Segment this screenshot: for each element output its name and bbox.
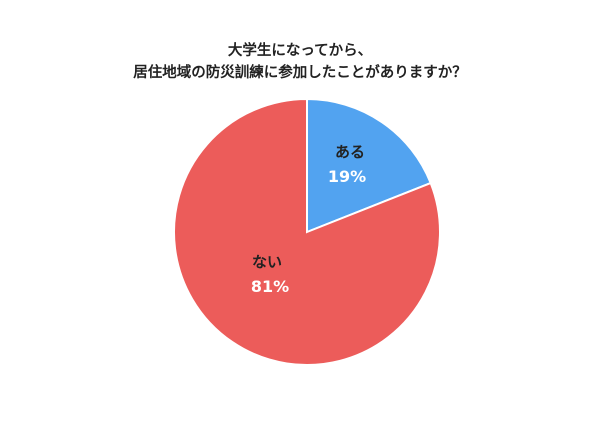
- chart-title-line-2: 居住地域の防災訓練に参加したことがありますか？: [133, 65, 467, 81]
- pie-slice-yes: [306, 97, 432, 234]
- pie-slice-no: [173, 97, 441, 366]
- slice-label-no: ない: [252, 253, 282, 271]
- slice-value-no: 81%: [251, 277, 289, 296]
- slice-value-yes: 19%: [328, 167, 366, 186]
- slice-label-yes: ある: [335, 143, 365, 161]
- chart-title-line-1: 大学生になってから、: [227, 43, 373, 59]
